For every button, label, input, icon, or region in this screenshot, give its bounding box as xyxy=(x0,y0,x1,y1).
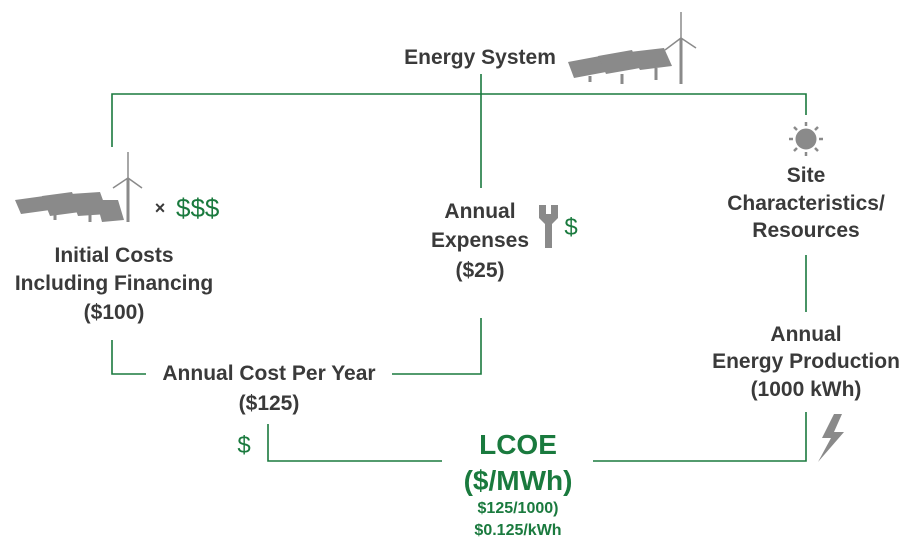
energy-system-label: Energy System xyxy=(404,46,556,69)
wrench-icon xyxy=(539,205,558,248)
site-line3: Resources xyxy=(752,219,860,242)
annual-cost-money-icon: $ xyxy=(237,432,251,459)
connector-top-bar xyxy=(111,93,807,147)
top-solar-panels-icon xyxy=(568,48,672,84)
connector-production-to-lcoe xyxy=(593,412,807,462)
connector-cost-to-lcoe xyxy=(267,424,442,462)
connector-initial-to-cost xyxy=(111,340,146,375)
lightning-bolt-icon xyxy=(818,414,844,462)
site-line2: Characteristics/ xyxy=(727,192,885,215)
initial-costs-line1: Initial Costs xyxy=(54,244,174,267)
lcoe-calc-line2: $0.125/kWh xyxy=(474,522,562,539)
annual-expenses-line2: Expenses xyxy=(430,229,530,252)
lcoe-title: LCOE xyxy=(479,429,557,460)
annual-cost-label: Annual Cost Per Year xyxy=(162,362,376,385)
initial-wind-turbine-icon xyxy=(112,152,143,222)
production-line1: Annual xyxy=(770,323,842,346)
annual-expenses-value: ($25) xyxy=(455,259,505,282)
annual-expenses-line1: Annual xyxy=(444,200,516,223)
site-line1: Site xyxy=(786,164,826,187)
times-symbol: × xyxy=(154,198,166,218)
production-value: (1000 kWh) xyxy=(750,378,862,401)
production-line2: Energy Production xyxy=(712,350,900,373)
initial-cost-money-icon: $$$ xyxy=(176,193,220,223)
connector-lines xyxy=(111,74,807,462)
sun-icon xyxy=(789,122,823,156)
lcoe-unit: ($/MWh) xyxy=(463,465,573,496)
annual-expenses-money-icon: $ xyxy=(564,214,578,241)
annual-cost-value: ($125) xyxy=(238,392,300,415)
initial-costs-line2: Including Financing xyxy=(14,272,214,295)
lcoe-calc-line1: $125/1000) xyxy=(477,500,559,517)
top-wind-turbine-icon xyxy=(664,12,697,84)
connector-expenses-to-cost xyxy=(392,318,482,375)
initial-solar-panels-icon xyxy=(15,192,124,222)
initial-costs-value: ($100) xyxy=(83,301,145,324)
